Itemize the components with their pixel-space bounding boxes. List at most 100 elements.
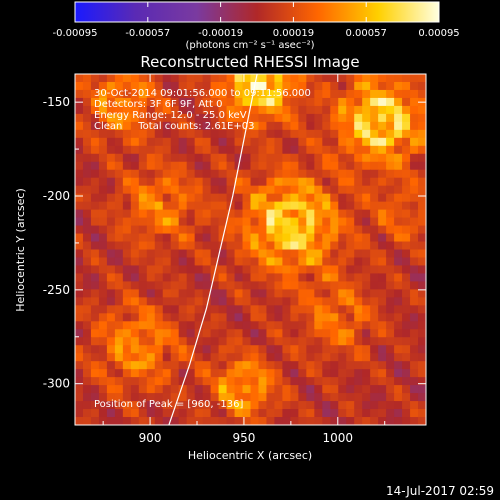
heatmap-pixel xyxy=(410,193,419,203)
heatmap-pixel xyxy=(130,377,140,386)
heatmap-pixel xyxy=(322,313,331,322)
heatmap-pixel xyxy=(266,249,276,259)
heatmap-pixel xyxy=(186,361,196,370)
heatmap-pixel xyxy=(386,193,395,203)
heatmap-pixel xyxy=(202,289,212,298)
heatmap-pixel xyxy=(338,209,347,219)
heatmap-pixel xyxy=(90,74,100,83)
heatmap-pixel xyxy=(162,209,172,219)
heatmap-pixel xyxy=(282,265,291,275)
heatmap-pixel xyxy=(402,361,411,370)
heatmap-pixel xyxy=(186,145,196,155)
heatmap-pixel xyxy=(402,249,411,259)
heatmap-pixel xyxy=(178,145,188,155)
heatmap-pixel xyxy=(210,377,220,386)
heatmap-pixel xyxy=(242,281,252,290)
heatmap-pixel xyxy=(282,369,291,378)
heatmap-pixel xyxy=(330,417,339,425)
heatmap-pixel xyxy=(306,201,315,211)
heatmap-pixel xyxy=(210,145,220,155)
heatmap-pixel xyxy=(90,113,100,123)
heatmap-pixel xyxy=(234,265,244,275)
heatmap-pixel xyxy=(90,385,100,394)
heatmap-pixel xyxy=(394,289,403,298)
heatmap-pixel xyxy=(354,313,363,322)
heatmap-pixel xyxy=(90,305,100,314)
heatmap-pixel xyxy=(410,217,419,227)
heatmap-pixel xyxy=(122,233,132,243)
heatmap-pixel xyxy=(322,249,331,259)
heatmap-pixel xyxy=(386,185,395,195)
heatmap-pixel xyxy=(290,74,299,83)
heatmap-pixel xyxy=(98,89,108,99)
heatmap-pixel xyxy=(354,353,363,362)
heatmap-pixel xyxy=(106,417,116,425)
heatmap-pixel xyxy=(202,201,212,211)
heatmap-pixel xyxy=(122,249,132,259)
heatmap-pixel xyxy=(354,345,363,354)
heatmap-pixel xyxy=(210,225,220,235)
heatmap-pixel xyxy=(314,209,323,219)
heatmap-pixel xyxy=(378,185,387,195)
heatmap-pixel xyxy=(306,281,315,290)
heatmap-pixel xyxy=(218,281,228,290)
heatmap-pixel xyxy=(122,129,132,139)
heatmap-pixel xyxy=(322,74,331,83)
heatmap-pixel xyxy=(178,345,188,354)
heatmap-pixel xyxy=(282,89,291,99)
heatmap-pixel xyxy=(138,217,148,227)
heatmap-pixel xyxy=(146,169,156,179)
heatmap-pixel xyxy=(82,137,92,147)
heatmap-pixel xyxy=(90,137,100,147)
heatmap-pixel xyxy=(306,177,315,187)
heatmap-pixel xyxy=(282,209,291,219)
heatmap-pixel xyxy=(370,353,379,362)
heatmap-pixel xyxy=(410,74,419,83)
heatmap-pixel xyxy=(154,281,164,290)
heatmap-pixel xyxy=(218,177,228,187)
heatmap-pixel xyxy=(378,369,387,378)
heatmap-pixel xyxy=(290,289,299,298)
heatmap-pixel xyxy=(418,345,426,354)
heatmap-pixel xyxy=(138,129,148,139)
heatmap-pixel xyxy=(202,305,212,314)
heatmap-pixel xyxy=(90,337,100,346)
heatmap-pixel xyxy=(362,257,371,267)
heatmap-pixel xyxy=(274,393,284,402)
heatmap-pixel xyxy=(106,313,116,322)
heatmap-pixel xyxy=(122,105,132,115)
heatmap-pixel xyxy=(258,97,268,107)
heatmap-pixel xyxy=(298,137,307,147)
heatmap-pixel xyxy=(386,137,395,147)
heatmap-pixel xyxy=(314,289,323,298)
heatmap-pixel xyxy=(394,393,403,402)
heatmap-pixel xyxy=(306,305,315,314)
heatmap-pixel xyxy=(370,401,379,410)
heatmap-pixel xyxy=(138,313,148,322)
heatmap-pixel xyxy=(106,257,116,267)
heatmap-pixel xyxy=(402,225,411,235)
heatmap-pixel xyxy=(362,321,371,330)
heatmap-pixel xyxy=(266,169,276,179)
heatmap-pixel xyxy=(226,353,236,362)
heatmap-pixel xyxy=(106,233,116,243)
heatmap-pixel xyxy=(162,345,172,354)
heatmap-pixel xyxy=(138,113,148,123)
heatmap-pixel xyxy=(298,153,307,163)
heatmap-pixel xyxy=(266,81,276,91)
heatmap-pixel xyxy=(170,97,180,107)
heatmap-pixel xyxy=(75,145,84,155)
heatmap-pixel xyxy=(322,145,331,155)
heatmap-pixel xyxy=(106,329,116,338)
heatmap-pixel xyxy=(226,153,236,163)
heatmap-pixel xyxy=(354,153,363,163)
heatmap-pixel xyxy=(418,241,426,251)
heatmap-pixel xyxy=(130,177,140,187)
heatmap-pixel xyxy=(170,169,180,179)
heatmap-pixel xyxy=(418,417,426,425)
heatmap-pixel xyxy=(202,137,212,147)
heatmap-pixel xyxy=(258,89,268,99)
heatmap-pixel xyxy=(186,281,196,290)
heatmap-pixel xyxy=(98,209,108,219)
heatmap-pixel xyxy=(362,153,371,163)
